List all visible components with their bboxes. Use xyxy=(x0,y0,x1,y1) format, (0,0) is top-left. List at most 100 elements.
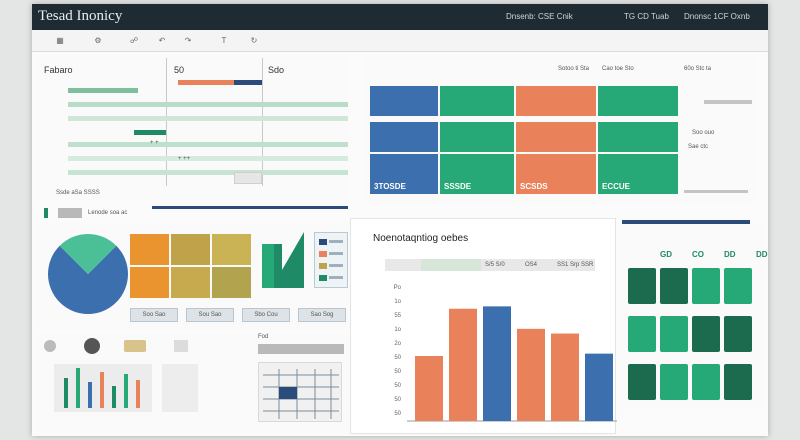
menu-item-tab[interactable]: TG CD Tuab xyxy=(624,12,669,21)
mini-bar xyxy=(100,372,104,408)
tile-label: SSSDE xyxy=(444,182,472,191)
kpi-label: GD xyxy=(660,250,672,259)
refresh-icon[interactable]: ↻ xyxy=(250,36,258,45)
bar[interactable] xyxy=(483,306,511,421)
bar[interactable] xyxy=(415,356,443,421)
kpi-cell[interactable] xyxy=(628,364,656,400)
undo-icon[interactable]: ↶ xyxy=(158,36,166,45)
heat-tile[interactable] xyxy=(516,122,596,152)
bar[interactable] xyxy=(517,328,545,421)
kpi-cell[interactable] xyxy=(660,268,688,304)
header-link[interactable]: Sotoo ti Sta xyxy=(558,66,590,72)
mini-bar-chart xyxy=(54,364,152,412)
mosaic-cell[interactable] xyxy=(171,234,210,265)
heat-tile[interactable] xyxy=(440,154,514,194)
kpi-cell[interactable] xyxy=(628,316,656,352)
menu-item-dashboard[interactable]: Dnsenb: CSE Cnik xyxy=(506,12,573,21)
heat-tile[interactable] xyxy=(370,86,438,116)
table-row[interactable] xyxy=(68,156,348,161)
redo-icon[interactable]: ↷ xyxy=(184,36,192,45)
y-tick-label: 50 xyxy=(394,411,401,417)
kpi-cell[interactable] xyxy=(724,316,752,352)
header-link[interactable]: 60o Stc ta xyxy=(684,66,712,72)
table-row[interactable] xyxy=(68,102,348,107)
kpi-label: DD xyxy=(724,250,736,259)
kpi-cell[interactable] xyxy=(628,268,656,304)
heat-tile[interactable] xyxy=(440,86,514,116)
chip[interactable]: Sou Sao xyxy=(186,308,234,322)
heat-tiles-panel: Sotoo ti Sta Cao toe Sto 60o Stc ta 3TOS… xyxy=(362,56,758,204)
mosaic-cell[interactable] xyxy=(212,234,251,265)
link-icon[interactable]: ☍ xyxy=(129,36,139,45)
table-row[interactable] xyxy=(68,142,348,147)
heat-tile[interactable] xyxy=(370,154,438,194)
kpi-cell[interactable] xyxy=(724,364,752,400)
bar[interactable] xyxy=(585,353,613,421)
highlight-bar-green xyxy=(134,130,166,135)
heat-tile[interactable] xyxy=(598,86,678,116)
mosaic-cell[interactable] xyxy=(130,267,169,298)
heat-tile[interactable] xyxy=(598,122,678,152)
kpi-cell[interactable] xyxy=(692,268,720,304)
tag-chip[interactable] xyxy=(124,340,146,352)
heat-tile[interactable] xyxy=(440,122,514,152)
kpi-label: DD xyxy=(756,250,768,259)
y-tick-label: 50 xyxy=(394,369,401,375)
grid-icon[interactable]: ▦ xyxy=(56,36,64,45)
pie-slice[interactable] xyxy=(59,234,117,274)
table-cell-button[interactable] xyxy=(234,172,262,184)
mosaic-cell[interactable] xyxy=(130,234,169,265)
mini-bar xyxy=(88,382,92,408)
record-icon[interactable] xyxy=(84,338,100,354)
row-marker: + ++ xyxy=(178,156,191,162)
mosaic-grid xyxy=(130,234,252,298)
chip[interactable]: Soo Sao xyxy=(130,308,178,322)
table-row[interactable] xyxy=(68,88,138,93)
y-tick-label: 50 xyxy=(394,383,401,389)
text-icon[interactable]: T xyxy=(221,36,227,45)
heat-tile[interactable] xyxy=(598,154,678,194)
mosaic-cell[interactable] xyxy=(212,267,251,298)
filter-chip[interactable] xyxy=(58,208,82,218)
column-divider xyxy=(166,58,167,186)
pie-slice[interactable] xyxy=(48,245,128,314)
tile-grid: 3TOSDE SSSDE SCSDS ECCUE xyxy=(370,86,690,196)
settings-icon[interactable]: ⚙ xyxy=(94,36,102,45)
kpi-cell[interactable] xyxy=(692,316,720,352)
table-row[interactable] xyxy=(68,170,348,175)
heat-tile[interactable] xyxy=(516,86,596,116)
kpi-cell[interactable] xyxy=(660,364,688,400)
filter-indicator xyxy=(44,208,48,218)
kpi-cell[interactable] xyxy=(724,268,752,304)
bar[interactable] xyxy=(449,308,477,421)
circle-icon[interactable] xyxy=(44,340,56,352)
chart-toolbar-label: S/5 S/0 xyxy=(485,262,505,268)
triangle-chart xyxy=(262,232,304,288)
chart-toolbar-label: OS4 xyxy=(525,262,538,268)
header-link[interactable]: Cao toe Sto xyxy=(602,66,634,72)
chip[interactable]: Sao Sog xyxy=(298,308,346,322)
mini-bar xyxy=(112,386,116,408)
app-title: Tesad Inonicy xyxy=(38,8,123,24)
mosaic-cell[interactable] xyxy=(171,267,210,298)
bottom-label: Fod xyxy=(258,334,269,340)
mini-list xyxy=(314,232,348,288)
kpi-cell[interactable] xyxy=(692,364,720,400)
heat-tile[interactable] xyxy=(516,154,596,194)
chip[interactable]: Sbo Cou xyxy=(242,308,290,322)
bar[interactable] xyxy=(551,333,579,421)
kpi-label: CO xyxy=(692,250,704,259)
kpi-cell[interactable] xyxy=(660,316,688,352)
bottom-left-panel: Fod xyxy=(38,334,348,434)
heat-tile[interactable] xyxy=(370,122,438,152)
y-tick-label: 50 xyxy=(394,397,401,403)
table-row[interactable] xyxy=(68,116,348,121)
app-window: Tesad Inonicy Dnsenb: CSE Cnik TG CD Tua… xyxy=(32,4,768,436)
bar-chart-panel: Noenotaqntiog oebes S/5 S/0 OS4 SS1 Srp … xyxy=(350,218,617,434)
table-header-value: 50 xyxy=(174,65,185,75)
highlight-bar-blue xyxy=(234,80,262,85)
toolbar: ▦ ⚙ ☍ ↶ ↷ T ↻ xyxy=(32,30,768,52)
toggle-chip[interactable] xyxy=(174,340,188,352)
menu-item-options[interactable]: Dnonsc 1CF Oxnb xyxy=(684,12,750,21)
table-header-status: Sdo xyxy=(268,65,285,75)
